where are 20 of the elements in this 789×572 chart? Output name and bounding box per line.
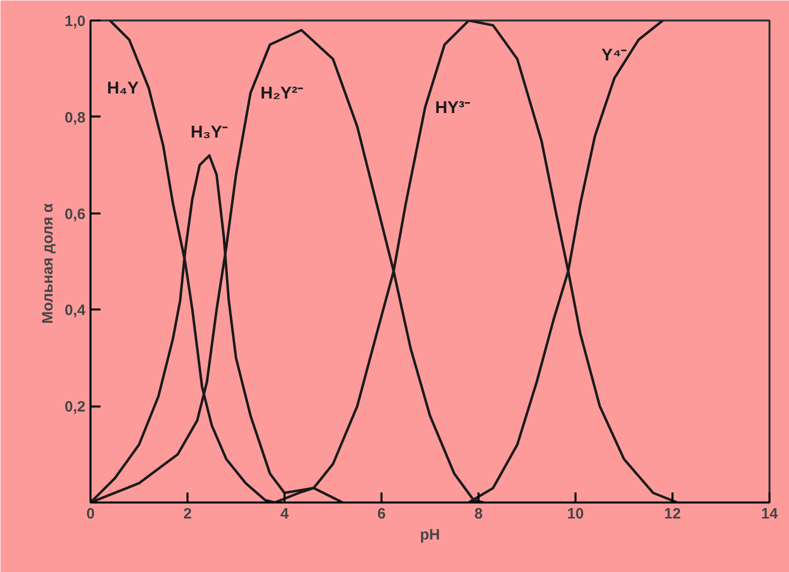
annotation: H₄Y bbox=[106, 78, 140, 98]
x-tick-label: 8 bbox=[474, 506, 483, 522]
x-tick-label: 14 bbox=[761, 506, 778, 522]
annotation: H₂Y²⁻ bbox=[260, 83, 304, 102]
x-tick-label: 2 bbox=[183, 506, 192, 522]
annotation: HY³⁻ bbox=[435, 98, 470, 117]
y-tick-label: 0,6 bbox=[64, 206, 86, 223]
x-axis-title: pH bbox=[420, 526, 440, 544]
x-tick-label: 10 bbox=[567, 506, 584, 522]
y-tick-label: 1,0 bbox=[64, 13, 86, 30]
annotation: Y⁴⁻ bbox=[601, 45, 628, 64]
y-axis-title: Мольная доля α bbox=[40, 202, 57, 324]
x-tick-label: 6 bbox=[377, 506, 386, 522]
x-tick-label: 0 bbox=[86, 506, 95, 522]
x-tick-label: 4 bbox=[280, 506, 290, 522]
x-tick-label: 12 bbox=[664, 506, 681, 522]
y-tick-label: 0,4 bbox=[64, 302, 86, 320]
annotation: H₃Y⁻ bbox=[190, 122, 228, 142]
y-tick-label: 0,8 bbox=[64, 109, 86, 126]
y-tick-label: 0,2 bbox=[64, 398, 86, 416]
